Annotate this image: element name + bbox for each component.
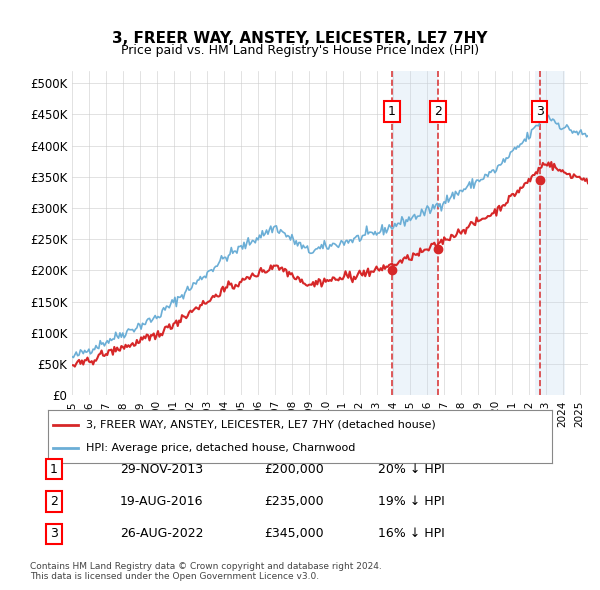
Bar — [535, 71, 565, 395]
Text: Contains HM Land Registry data © Crown copyright and database right 2024.
This d: Contains HM Land Registry data © Crown c… — [30, 562, 382, 581]
Text: 26-AUG-2022: 26-AUG-2022 — [120, 527, 203, 540]
Text: 16% ↓ HPI: 16% ↓ HPI — [378, 527, 445, 540]
Text: 3, FREER WAY, ANSTEY, LEICESTER, LE7 7HY (detached house): 3, FREER WAY, ANSTEY, LEICESTER, LE7 7HY… — [86, 420, 436, 430]
Text: £200,000: £200,000 — [264, 463, 324, 476]
Text: 19-AUG-2016: 19-AUG-2016 — [120, 495, 203, 508]
Text: HPI: Average price, detached house, Charnwood: HPI: Average price, detached house, Char… — [86, 443, 355, 453]
Text: 3, FREER WAY, ANSTEY, LEICESTER, LE7 7HY: 3, FREER WAY, ANSTEY, LEICESTER, LE7 7HY — [112, 31, 488, 46]
Bar — [392, 71, 438, 395]
Text: 1: 1 — [388, 105, 396, 118]
Text: 20% ↓ HPI: 20% ↓ HPI — [378, 463, 445, 476]
Text: Price paid vs. HM Land Registry's House Price Index (HPI): Price paid vs. HM Land Registry's House … — [121, 44, 479, 57]
Text: 19% ↓ HPI: 19% ↓ HPI — [378, 495, 445, 508]
Text: £235,000: £235,000 — [264, 495, 323, 508]
Text: 3: 3 — [50, 527, 58, 540]
Text: 29-NOV-2013: 29-NOV-2013 — [120, 463, 203, 476]
Text: 2: 2 — [50, 495, 58, 508]
Text: £345,000: £345,000 — [264, 527, 323, 540]
Text: 3: 3 — [536, 105, 544, 118]
Text: 1: 1 — [50, 463, 58, 476]
Text: 2: 2 — [434, 105, 442, 118]
